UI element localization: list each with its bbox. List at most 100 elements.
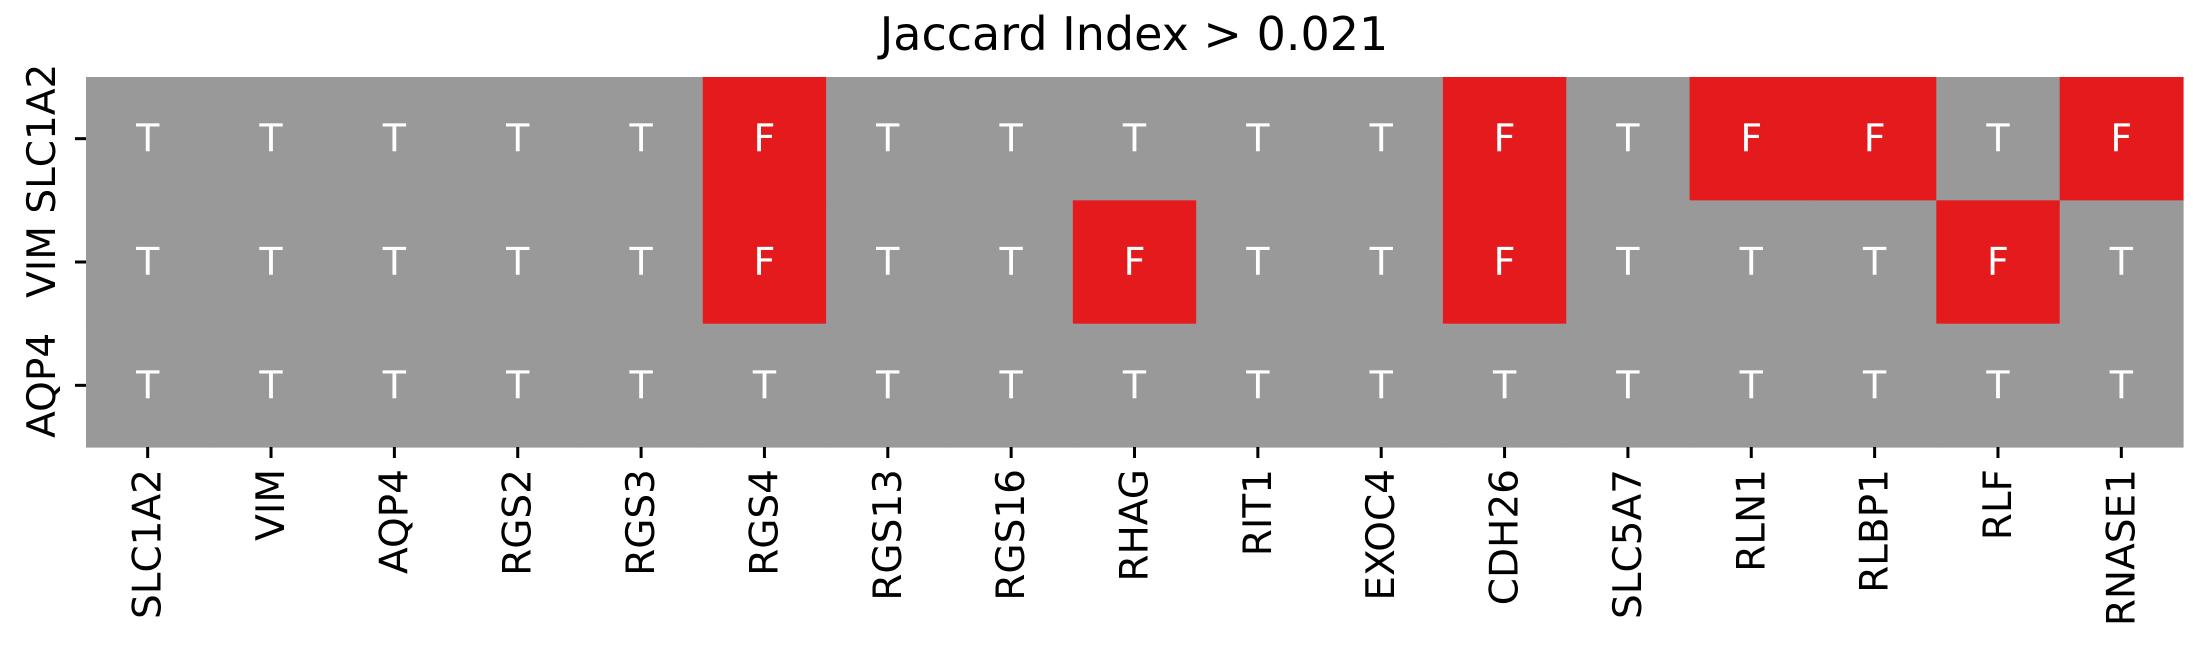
cell-value-label: T [1369,117,1394,161]
heatmap-cell [826,200,951,325]
heatmap-cell [702,200,827,325]
cell-value-label: T [1615,117,1640,161]
cell-value-label: T [999,117,1024,161]
cell-value-label: T [1492,363,1517,407]
cell-value-label: T [135,240,160,284]
cell-value-label: T [1985,363,2010,407]
heatmap-cell [949,200,1074,325]
cell-value-label: T [1615,240,1640,284]
heatmap-cell [1936,200,2061,325]
heatmap-cells: T T T T T F T T T T T F T F F T F T T T T T F T T F T T F T T T F T T T T T T T… [86,77,2184,448]
cell-value-label: T [382,363,407,407]
heatmap-cell [332,77,457,201]
cell-value-label: T [1122,363,1147,407]
cell-value-label: T [2109,363,2134,407]
heatmap-cell [1936,77,2061,201]
x-tick-label: RNASE1 [2099,469,2144,626]
cell-value-label: T [628,363,653,407]
heatmap-cell [1812,200,1937,325]
cell-value-label: T [505,363,530,407]
heatmap-cell [209,323,334,448]
cell-value-label: F [1740,117,1762,161]
x-tick-label: RGS16 [989,469,1034,601]
heatmap-cell [1566,200,1691,325]
x-tick-label: SLC5A7 [1606,469,1651,619]
heatmap-cell [456,200,581,325]
x-tick-label: EXOC4 [1359,469,1404,601]
heatmap-cell [949,77,1074,201]
heatmap-cell [1072,77,1197,201]
x-tick-label: RHAG [1113,469,1158,582]
heatmap-cell [579,200,704,325]
heatmap-cell [1072,200,1197,325]
heatmap-cell [1072,323,1197,448]
cell-value-label: T [1369,240,1394,284]
y-tick-label: AQP4 [20,333,65,438]
heatmap-cell [1689,77,1814,201]
cell-value-label: T [1245,363,1270,407]
heatmap-cell [456,323,581,448]
cell-value-label: F [1124,240,1146,284]
cell-value-label: T [258,117,283,161]
cell-value-label: T [505,240,530,284]
cell-value-label: T [1122,117,1147,161]
cell-value-label: T [875,117,900,161]
x-tick-label: RGS3 [619,469,664,576]
heatmap-cell [209,200,334,325]
cell-value-label: T [505,117,530,161]
heatmap-cell [1936,323,2061,448]
x-tick-label: RLF [1976,469,2021,540]
heatmap-cell [2059,200,2184,325]
heatmap-cell [826,77,951,201]
heatmap-cell [1812,323,1937,448]
cell-value-label: F [2110,117,2132,161]
y-axis: SLC1A2 VIM AQP4 [20,64,86,438]
heatmap-cell [826,323,951,448]
heatmap-cell [1196,77,1321,201]
x-tick-label: SLC1A2 [126,469,171,619]
cell-value-label: T [752,363,777,407]
cell-value-label: T [1862,363,1887,407]
cell-value-label: T [875,363,900,407]
heatmap-cell [1566,77,1691,201]
cell-value-label: F [1864,117,1886,161]
x-tick-label: RGS2 [496,469,541,576]
x-tick-label: RLBP1 [1853,469,1898,593]
heatmap-cell [1319,77,1444,201]
heatmap-cell [456,77,581,201]
heatmap-cell [209,77,334,201]
heatmap-cell [579,77,704,201]
heatmap-cell [1442,200,1567,325]
cell-value-label: T [1245,240,1270,284]
chart-title: Jaccard Index > 0.021 [877,7,1389,61]
heatmap-cell [1196,200,1321,325]
x-tick-label: RGS13 [866,469,911,601]
heatmap-cell [1689,323,1814,448]
cell-value-label: T [1369,363,1394,407]
heatmap-cell [332,200,457,325]
x-tick-label: RGS4 [742,469,787,576]
cell-value-label: F [754,117,776,161]
cell-value-label: T [382,240,407,284]
heatmap-cell [949,323,1074,448]
cell-value-label: T [628,117,653,161]
cell-value-label: F [754,240,776,284]
x-tick-label: CDH26 [1483,469,1528,605]
heatmap-cell [332,323,457,448]
cell-value-label: T [999,363,1024,407]
cell-value-label: F [1494,117,1516,161]
cell-value-label: T [1862,240,1887,284]
x-axis: SLC1A2 VIM AQP4 RGS2 RGS3 RGS4 RGS13 RGS16 RHAG R… [126,447,2144,626]
cell-value-label: T [2109,240,2134,284]
cell-value-label: T [258,240,283,284]
cell-value-label: T [999,240,1024,284]
x-tick-label: AQP4 [372,469,417,574]
cell-value-label: F [1987,240,2009,284]
cell-value-label: T [1615,363,1640,407]
cell-value-label: T [258,363,283,407]
cell-value-label: T [1985,117,2010,161]
y-tick-label: SLC1A2 [20,64,65,214]
x-tick-label: RIT1 [1236,469,1281,556]
cell-value-label: T [1739,363,1764,407]
